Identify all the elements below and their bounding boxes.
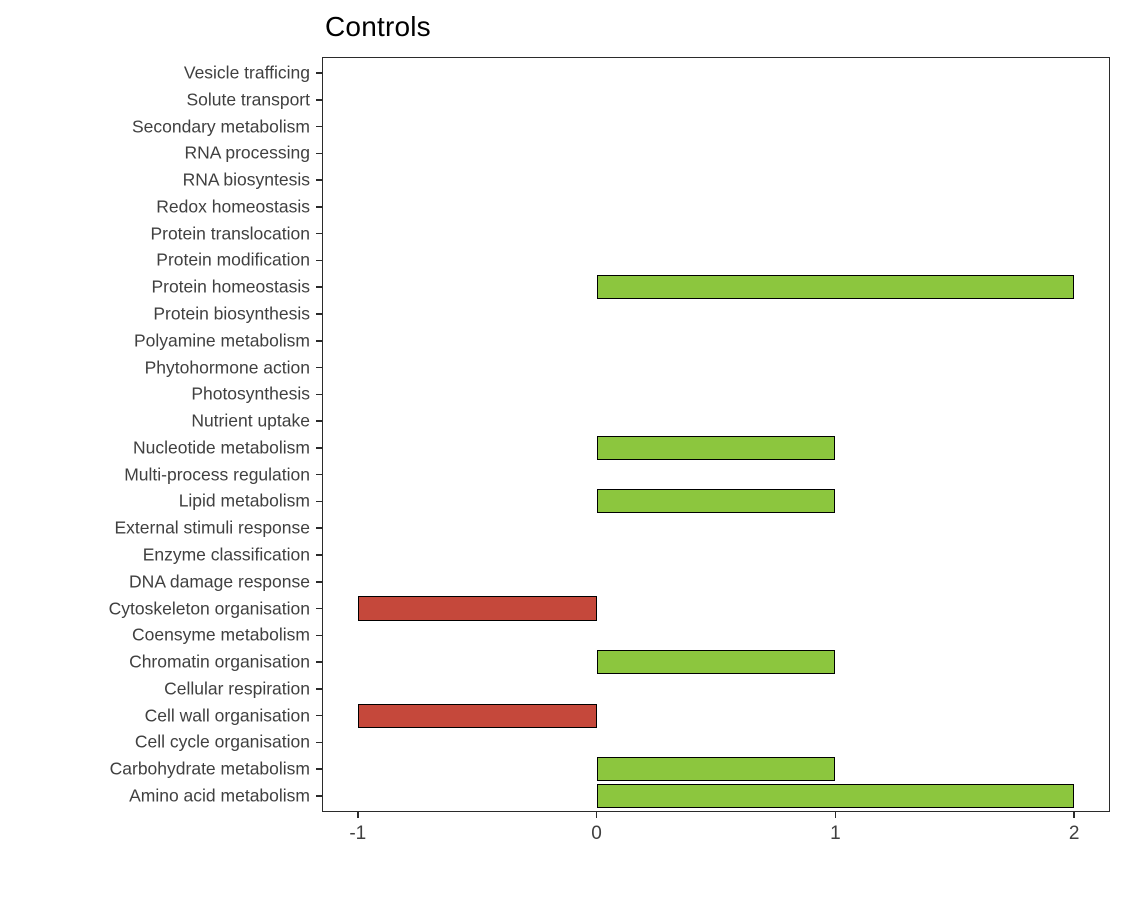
y-tick-mark [316,688,322,690]
y-tick-mark [316,259,322,262]
y-tick-mark [316,313,322,315]
y-tick-mark [316,527,322,529]
y-tick-mark [316,366,322,369]
y-tick-mark [316,152,322,155]
y-tick-mark [316,286,322,288]
y-tick-mark [316,661,322,663]
y-axis-label: Enzyme classification [142,544,310,565]
y-axis-label: Vesicle trafficing [183,62,310,83]
y-axis-label: Secondary metabolism [132,116,310,137]
y-tick-mark [316,634,322,637]
y-axis-label: Redox homeostasis [156,196,310,217]
y-tick-mark [316,581,322,583]
y-axis-label: Cell cycle organisation [134,731,310,752]
y-axis-label: Cellular respiration [164,678,310,699]
y-tick-mark [316,473,322,476]
bar-cell-wall-organisation [357,703,597,728]
y-tick-mark [316,340,322,342]
x-tick-mark [357,812,359,818]
chart-title: Controls [325,11,431,42]
x-axis-label: -1 [349,823,367,844]
y-tick-mark [316,554,322,556]
y-tick-mark [316,179,322,181]
y-axis-label: Coensyme metabolism [132,624,310,645]
y-axis-label: RNA processing [184,142,310,163]
bar-chromatin-organisation [596,650,836,675]
y-tick-mark [316,420,322,422]
y-tick-mark [316,393,322,396]
y-axis-label: Photosynthesis [191,383,310,404]
y-axis-label: Phytohormone action [144,357,310,378]
y-tick-mark [316,768,322,770]
y-axis-label: Carbohydrate metabolism [109,758,310,779]
y-axis-label: Protein translocation [150,223,310,244]
y-axis-label: DNA damage response [129,571,310,592]
x-tick-mark [595,812,598,818]
bar-nucleotide-metabolism [596,435,836,460]
y-tick-mark [316,741,322,744]
y-tick-mark [316,99,322,101]
y-tick-mark [316,795,322,797]
y-axis-label: Solute transport [186,89,310,110]
y-tick-mark [316,607,322,610]
y-axis-label: Protein homeostasis [151,276,310,297]
plot-panel [322,57,1110,812]
y-tick-mark [316,232,322,235]
y-axis-label: Cell wall organisation [144,705,310,726]
y-axis-label: Protein biosynthesis [153,303,310,324]
y-axis-label: Nutrient uptake [191,410,310,431]
x-tick-mark [834,812,837,818]
x-axis-label: 1 [830,823,841,844]
y-axis-label: Amino acid metabolism [129,785,310,806]
y-axis-label: RNA biosyntesis [182,169,310,190]
y-axis-label: Chromatin organisation [129,651,310,672]
y-axis-label: External stimuli response [114,517,311,538]
bar-protein-homeostasis [596,275,1075,300]
bar-lipid-metabolism [596,489,836,514]
y-tick-mark [316,447,322,449]
y-tick-mark [316,714,322,717]
y-tick-mark [316,125,322,128]
y-tick-mark [316,500,322,503]
x-axis-label: 2 [1068,823,1080,844]
y-tick-mark [316,72,322,74]
x-tick-mark [1073,812,1075,818]
bar-cytoskeleton-organisation [357,596,597,621]
y-axis-label: Lipid metabolism [178,490,310,511]
y-axis-label: Nucleotide metabolism [132,437,310,458]
x-axis-label: 0 [591,823,602,844]
y-axis-label: Cytoskeleton organisation [108,598,310,619]
y-axis-label: Multi-process regulation [124,464,310,485]
y-axis-label: Protein modification [156,249,310,270]
y-tick-mark [316,206,322,208]
bar-carbohydrate-metabolism [596,757,836,782]
y-axis-label: Polyamine metabolism [133,330,310,351]
bar-amino-acid-metabolism [596,783,1075,808]
